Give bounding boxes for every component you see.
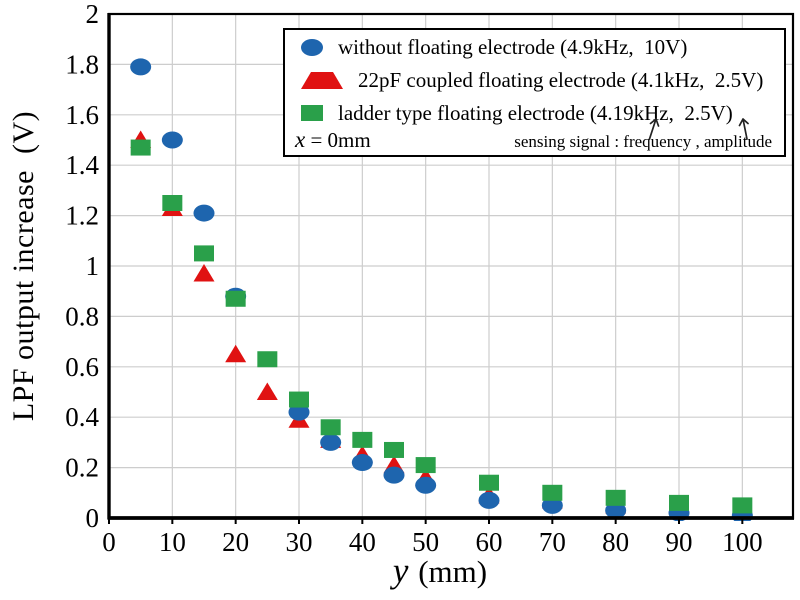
circle-data-point [605,501,627,519]
x-axis-title: y (mm) [120,551,760,591]
square-data-point [415,457,436,474]
series-square [130,139,753,514]
y-tick-label: 1.4 [65,150,99,180]
y-tick-label: 1.2 [65,201,99,231]
y-tick-label: 1 [86,251,100,281]
x-position-note: x = 0mm [295,127,371,153]
y-tick-label: 0.4 [65,402,99,432]
square-data-point [320,419,341,436]
circle-data-point [161,131,183,149]
legend-item-ladder-type: ladder type floating electrode (4.19kHz,… [301,99,733,127]
square-data-point [732,497,753,514]
square-data-point [479,474,499,491]
triangle-data-point [256,382,278,400]
y-tick-label: 0.8 [65,301,99,331]
circle-data-point [288,403,310,421]
legend-label: without floating electrode (4.9kHz, 10V) [338,34,688,59]
circle-data-point [320,433,342,451]
circle-data-point [130,58,152,76]
circle-data-point [351,454,373,472]
square-data-point [384,441,404,458]
x-tick-label: 50 [412,527,439,557]
x-tick-label: 10 [159,527,186,557]
up-arrow-icon [738,118,749,140]
circle-data-point [383,466,405,484]
square-data-point [352,431,373,448]
square-data-point [225,290,246,307]
x-tick-label: 70 [539,527,566,557]
legend-note-row: x = 0mm sensing signal : frequency , amp… [295,127,772,153]
square-data-point [257,351,278,368]
circle-data-point [478,491,500,509]
square-data-point [130,139,151,156]
square-data-point [162,195,183,211]
square-data-point [542,484,563,501]
y-axis-title: LPF output increase (V) [7,110,40,422]
sensing-signal-note: sensing signal : frequency , amplitude [514,132,772,151]
circle-data-point [541,496,563,514]
y-tick-label: 1.8 [65,49,99,79]
legend-label: ladder type floating electrode (4.19kHz,… [338,100,733,125]
x-tick-label: 0 [102,527,116,557]
y-tick-label: 0.2 [65,453,99,483]
circle-marker-icon [301,38,323,56]
x-tick-label: 100 [722,527,763,557]
x-tick-label: 30 [286,527,313,557]
y-tick-label: 0 [86,503,100,533]
x-tick-label: 40 [349,527,376,557]
x-axis-unit: (mm) [410,554,488,589]
data-points-layer [130,58,753,521]
square-data-point [194,245,214,262]
series-triangle [130,130,753,519]
circle-data-point [415,476,437,494]
up-arrow-icon [648,118,660,140]
x-tick-label: 60 [476,527,503,557]
square-data-point [289,391,309,408]
legend-label: 22pF coupled floating electrode (4.1kHz,… [358,67,764,92]
legend: without floating electrode (4.9kHz, 10V)… [283,28,786,157]
x-tick-label: 80 [602,527,629,557]
x-axis-variable: y [392,551,409,590]
square-marker-icon [301,105,323,121]
x-tick-label: 20 [222,527,249,557]
x-value: = 0mm [305,128,371,152]
triangle-marker-icon [301,71,343,89]
y-tick-label: 1.6 [65,100,99,130]
circle-data-point [193,204,215,222]
square-data-point [605,489,626,506]
triangle-data-point [193,264,215,282]
square-data-point [669,494,689,511]
legend-item-without-floating-electrode: without floating electrode (4.9kHz, 10V) [301,33,687,61]
x-tick-label: 90 [666,527,693,557]
y-tick-label: 0.6 [65,352,99,382]
legend-item-22pf-coupled: 22pF coupled floating electrode (4.1kHz,… [301,66,763,94]
x-variable: x [295,127,306,152]
triangle-data-point [225,344,247,363]
y-tick-label: 2 [86,0,100,29]
